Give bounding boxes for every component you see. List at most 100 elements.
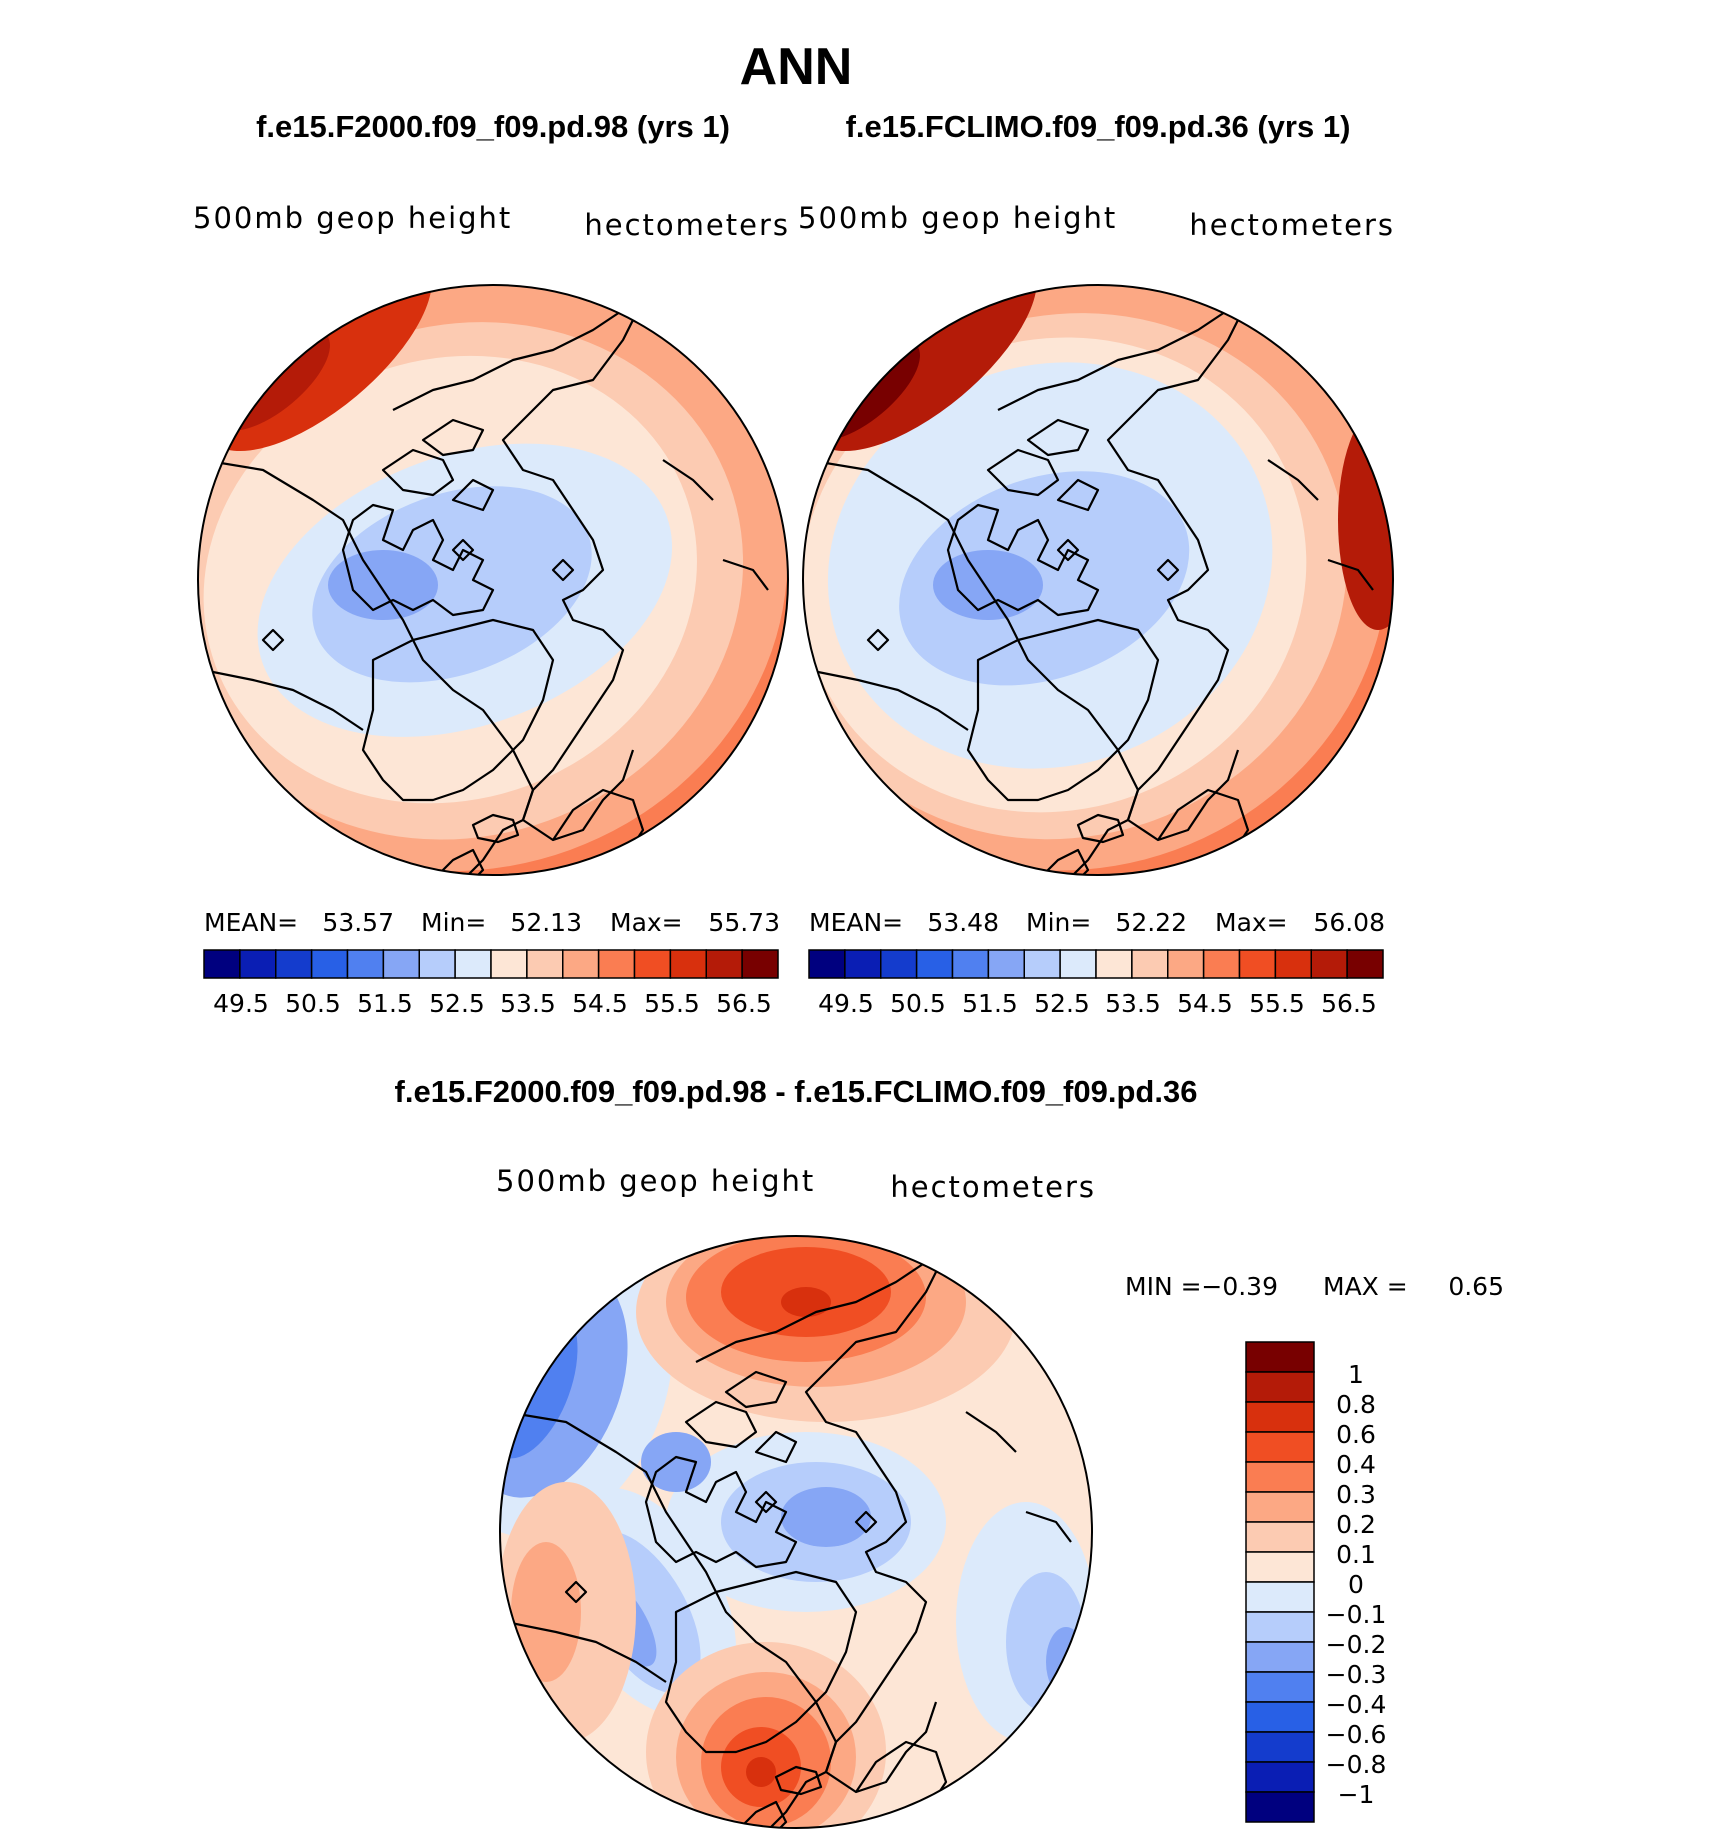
- colorbar-label: −0.4: [1326, 1690, 1387, 1719]
- difference-colorbar: [1245, 1341, 1315, 1823]
- panel1-colorbar: [203, 949, 779, 979]
- colorbar-label: −0.1: [1326, 1600, 1387, 1629]
- colorbar-label: −0.3: [1326, 1660, 1387, 1689]
- svg-text:55.73: 55.73: [708, 908, 780, 937]
- colorbar-label: 51.5: [962, 989, 1018, 1018]
- colorbar-swatch: [275, 949, 313, 979]
- colorbar-swatch: [1245, 1611, 1315, 1643]
- colorbar-swatch: [1238, 949, 1277, 979]
- panel2-colorbar: [808, 949, 1384, 979]
- panel2-case-title: f.e15.FCLIMO.f09_f09.pd.36 (yrs 1): [846, 109, 1351, 144]
- svg-text:56.08: 56.08: [1313, 908, 1385, 937]
- figure-title: ANN: [740, 38, 853, 96]
- colorbar-label: 0: [1348, 1570, 1364, 1599]
- svg-text:53.57: 53.57: [322, 908, 394, 937]
- difference-map: [499, 1235, 1093, 1829]
- svg-text:Max=: Max=: [1215, 908, 1288, 937]
- colorbar-label: 55.5: [644, 989, 700, 1018]
- svg-text:0.65: 0.65: [1448, 1272, 1504, 1301]
- svg-text:MEAN=: MEAN=: [809, 908, 903, 937]
- colorbar-label: 53.5: [1105, 989, 1161, 1018]
- svg-text:MEAN=: MEAN=: [204, 908, 298, 937]
- colorbar-swatch: [1245, 1581, 1315, 1613]
- colorbar-swatch: [1245, 1731, 1315, 1763]
- colorbar-swatch: [951, 949, 990, 979]
- colorbar-swatch: [1245, 1401, 1315, 1433]
- colorbar-label: −0.6: [1326, 1720, 1387, 1749]
- colorbar-swatch: [1274, 949, 1313, 979]
- colorbar-swatch: [1245, 1341, 1315, 1373]
- colorbar-swatch: [454, 949, 492, 979]
- colorbar-label: 53.5: [500, 989, 556, 1018]
- colorbar-swatch: [1245, 1671, 1315, 1703]
- colorbar-label: 51.5: [357, 989, 413, 1018]
- colorbar-swatch: [239, 949, 277, 979]
- svg-text:Min=: Min=: [1026, 908, 1091, 937]
- colorbar-swatch: [1346, 949, 1384, 979]
- colorbar-label: 50.5: [285, 989, 341, 1018]
- colorbar-label: −0.2: [1326, 1630, 1387, 1659]
- svg-text:MAX =: MAX =: [1323, 1272, 1408, 1301]
- panel1-units: hectometers: [584, 208, 790, 242]
- colorbar-swatch: [418, 949, 456, 979]
- colorbar-swatch: [562, 949, 600, 979]
- colorbar-swatch: [915, 949, 954, 979]
- svg-text:MIN =: MIN =: [1125, 1272, 1202, 1301]
- colorbar-label: 0.6: [1336, 1420, 1376, 1449]
- colorbar-label: 52.5: [1034, 989, 1090, 1018]
- difference-stats: MIN = −0.39 MAX = 0.65: [1125, 1272, 1504, 1301]
- colorbar-label: 0.3: [1336, 1480, 1376, 1509]
- colorbar-swatch: [1202, 949, 1241, 979]
- panel1-variable: 500mb geop height: [193, 201, 512, 235]
- colorbar-swatch: [741, 949, 779, 979]
- panel2-map: [802, 284, 1394, 876]
- colorbar-swatch: [705, 949, 743, 979]
- colorbar-label: 50.5: [890, 989, 946, 1018]
- colorbar-swatch: [1059, 949, 1097, 979]
- colorbar-swatch: [987, 949, 1026, 979]
- svg-text:Min=: Min=: [421, 908, 486, 937]
- panel2-units: hectometers: [1189, 208, 1395, 242]
- colorbar-label: 52.5: [429, 989, 485, 1018]
- colorbar-swatch: [1245, 1701, 1315, 1733]
- colorbar-label: −0.8: [1326, 1750, 1387, 1779]
- svg-text:52.13: 52.13: [510, 908, 582, 937]
- colorbar-swatch: [1245, 1521, 1315, 1553]
- colorbar-swatch: [203, 949, 241, 979]
- colorbar-swatch: [844, 949, 882, 979]
- colorbar-label: 54.5: [572, 989, 628, 1018]
- colorbar-label: −1: [1338, 1780, 1375, 1809]
- colorbar-swatch: [1131, 949, 1169, 979]
- colorbar-swatch: [1167, 949, 1205, 979]
- colorbar-label: 49.5: [213, 989, 269, 1018]
- panel1-colorbar-labels: 49.5 50.5 51.5 52.5 53.5 54.5 55.5 56.5: [213, 989, 772, 1018]
- panel1-case-title: f.e15.F2000.f09_f09.pd.98 (yrs 1): [256, 109, 730, 144]
- colorbar-label: 0.8: [1336, 1390, 1376, 1419]
- colorbar-label: 49.5: [818, 989, 874, 1018]
- colorbar-swatch: [382, 949, 421, 979]
- colorbar-swatch: [490, 949, 528, 979]
- colorbar-label: 0.1: [1336, 1540, 1376, 1569]
- colorbar-swatch: [1245, 1461, 1315, 1493]
- svg-text:53.48: 53.48: [927, 908, 999, 937]
- colorbar-swatch: [1245, 1491, 1315, 1523]
- panel1-map: [197, 284, 789, 876]
- colorbar-label: 55.5: [1249, 989, 1305, 1018]
- difference-units: hectometers: [890, 1170, 1096, 1204]
- difference-colorbar-labels: 1 0.8 0.6 0.4 0.3 0.2 0.1 0 −0.1 −0.2 −0…: [1326, 1360, 1387, 1809]
- colorbar-swatch: [633, 949, 672, 979]
- panel2-colorbar-labels: 49.5 50.5 51.5 52.5 53.5 54.5 55.5 56.5: [818, 989, 1377, 1018]
- colorbar-swatch: [310, 949, 349, 979]
- panel1-stats: MEAN= 53.57 Min= 52.13 Max= 55.73: [204, 908, 780, 937]
- colorbar-swatch: [526, 949, 564, 979]
- panel2-stats: MEAN= 53.48 Min= 52.22 Max= 56.08: [809, 908, 1385, 937]
- colorbar-swatch: [1245, 1551, 1315, 1583]
- colorbar-swatch: [1245, 1791, 1315, 1823]
- colorbar-swatch: [1310, 949, 1348, 979]
- svg-text:−0.39: −0.39: [1201, 1272, 1278, 1301]
- colorbar-label: 54.5: [1177, 989, 1233, 1018]
- colorbar-label: 1: [1348, 1360, 1364, 1389]
- panel2-variable: 500mb geop height: [798, 201, 1117, 235]
- colorbar-swatch: [1245, 1761, 1315, 1793]
